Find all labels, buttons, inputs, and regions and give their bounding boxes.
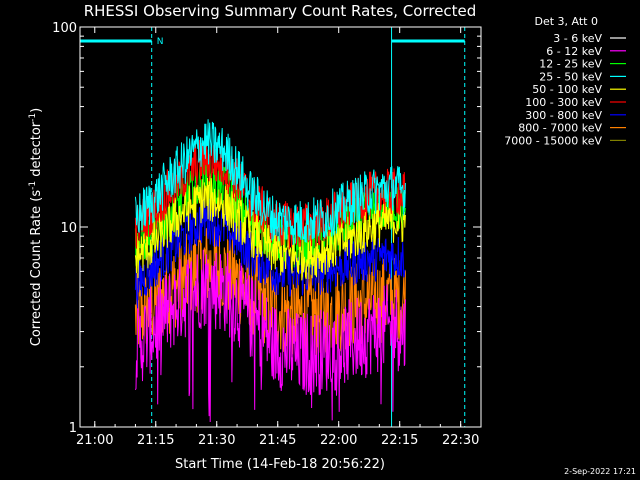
series-line-6 bbox=[134, 197, 406, 309]
x-tick-label: 21:30 bbox=[198, 433, 235, 448]
legend-label: 300 - 800 keV bbox=[525, 109, 602, 122]
legend-label: 12 - 25 keV bbox=[539, 58, 602, 71]
y-axis-label-end: ) bbox=[29, 108, 44, 113]
legend-label: 3 - 6 keV bbox=[553, 32, 602, 45]
x-tick-label: 22:30 bbox=[442, 433, 479, 448]
x-tick-label: 22:15 bbox=[381, 433, 418, 448]
legend-header: Det 3, Att 0 bbox=[535, 15, 599, 28]
x-axis-label: Start Time (14-Feb-18 20:56:22) bbox=[175, 457, 385, 472]
y-tick-label: 10 bbox=[60, 221, 77, 236]
y-tick-label: 1 bbox=[69, 421, 77, 436]
chart-title: RHESSI Observing Summary Count Rates, Co… bbox=[84, 2, 477, 20]
y-axis-label-sup1: -1 bbox=[28, 181, 38, 190]
y-tick-label: 100 bbox=[52, 21, 77, 36]
footer-date: 2-Sep-2022 17:21 bbox=[564, 467, 636, 476]
y-axis-label-mid: detector bbox=[29, 121, 44, 181]
legend-label: 6 - 12 keV bbox=[546, 45, 602, 58]
y-axis-label-main: Corrected Count Rate (s bbox=[29, 190, 44, 347]
saa-marker-label: N bbox=[157, 37, 164, 47]
legend-label: 50 - 100 keV bbox=[532, 83, 602, 96]
plot-area: N bbox=[79, 27, 466, 427]
series-line-3 bbox=[134, 119, 406, 246]
legend-label: 7000 - 15000 keV bbox=[504, 134, 602, 147]
series-line-4 bbox=[134, 175, 406, 281]
y-axis-label-sup2: -1 bbox=[28, 113, 38, 122]
series-line-1 bbox=[134, 249, 406, 423]
axes: 21:00 21:15 21:30 21:45 22:00 22:15 22:30 1 10 10… bbox=[52, 21, 482, 448]
legend-label: 25 - 50 keV bbox=[539, 70, 602, 83]
legend-label: 800 - 7000 keV bbox=[518, 122, 602, 135]
x-tick-label: 21:45 bbox=[259, 433, 296, 448]
x-tick-label: 22:00 bbox=[320, 433, 357, 448]
y-axis-label: Corrected Count Rate (s-1 detector-1) bbox=[28, 108, 44, 346]
legend-label: 100 - 300 keV bbox=[525, 96, 602, 109]
x-tick-label: 21:00 bbox=[76, 433, 113, 448]
x-tick-label: 21:15 bbox=[137, 433, 174, 448]
